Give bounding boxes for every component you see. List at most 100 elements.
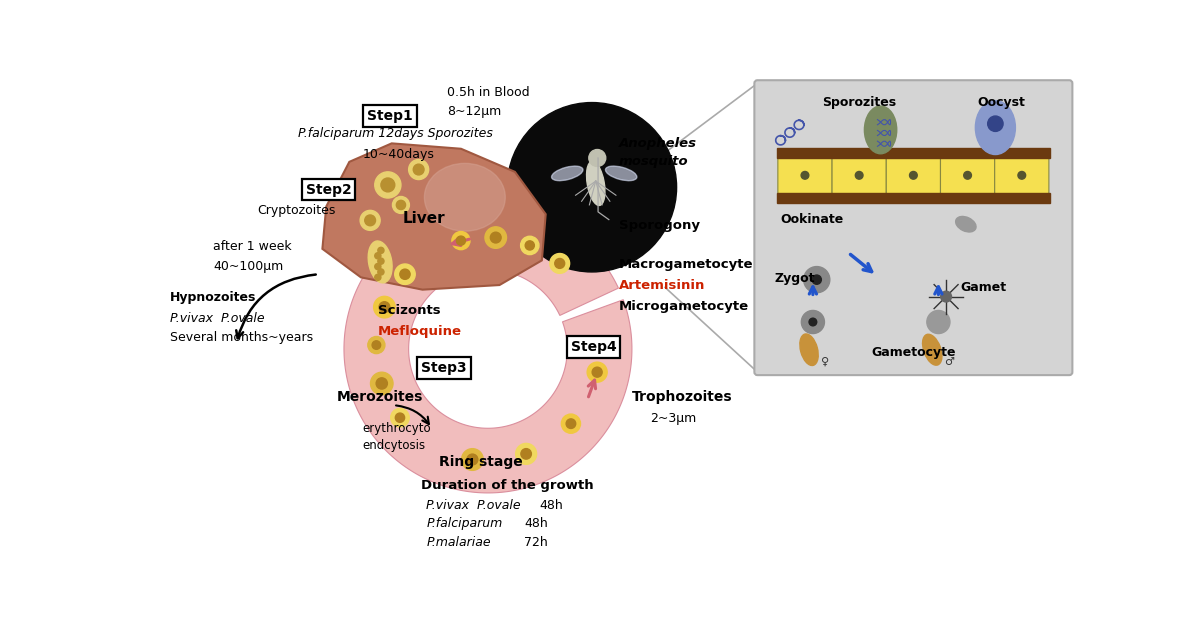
Circle shape: [941, 291, 952, 302]
Circle shape: [392, 197, 409, 214]
Circle shape: [554, 258, 565, 268]
Circle shape: [374, 253, 380, 259]
Text: 72h: 72h: [524, 536, 548, 549]
Text: 48h: 48h: [540, 499, 563, 512]
Text: Liver: Liver: [403, 210, 445, 226]
Circle shape: [812, 275, 821, 284]
Text: Microgametocyte: Microgametocyte: [619, 300, 749, 313]
Text: Step3: Step3: [421, 361, 467, 375]
Circle shape: [395, 413, 404, 422]
FancyBboxPatch shape: [887, 157, 941, 194]
Circle shape: [365, 215, 376, 226]
Circle shape: [802, 311, 824, 333]
Circle shape: [360, 210, 380, 231]
Ellipse shape: [606, 166, 637, 181]
FancyArrowPatch shape: [396, 406, 428, 424]
Ellipse shape: [368, 241, 392, 283]
Circle shape: [526, 241, 534, 250]
FancyBboxPatch shape: [832, 157, 887, 194]
Circle shape: [926, 311, 950, 333]
Circle shape: [988, 116, 1003, 132]
Ellipse shape: [587, 161, 605, 205]
Circle shape: [452, 232, 470, 249]
Circle shape: [589, 149, 606, 166]
Circle shape: [368, 336, 385, 353]
FancyBboxPatch shape: [941, 157, 995, 194]
Circle shape: [508, 103, 677, 272]
Text: ♂: ♂: [944, 357, 954, 367]
Circle shape: [809, 318, 817, 326]
Circle shape: [378, 269, 384, 275]
Circle shape: [462, 449, 484, 471]
Circle shape: [467, 454, 478, 465]
Ellipse shape: [976, 101, 1015, 154]
Circle shape: [396, 200, 406, 210]
Text: Anopheles: Anopheles: [619, 137, 697, 150]
FancyArrowPatch shape: [236, 275, 316, 338]
Circle shape: [371, 372, 394, 395]
Circle shape: [413, 164, 424, 175]
Circle shape: [566, 419, 576, 428]
Text: 2~3μm: 2~3μm: [649, 412, 696, 425]
Circle shape: [372, 341, 380, 349]
Text: 0.5h in Blood: 0.5h in Blood: [448, 86, 529, 99]
Circle shape: [391, 408, 409, 427]
FancyBboxPatch shape: [995, 157, 1049, 194]
Circle shape: [592, 367, 602, 377]
Text: erythrocyto: erythrocyto: [362, 421, 431, 435]
Text: Artemisinin: Artemisinin: [619, 278, 706, 292]
FancyBboxPatch shape: [778, 157, 832, 194]
Text: mosquito: mosquito: [619, 156, 689, 168]
Circle shape: [562, 414, 581, 433]
Circle shape: [456, 236, 466, 245]
Polygon shape: [344, 205, 632, 493]
Circle shape: [964, 171, 972, 179]
Text: endcytosis: endcytosis: [362, 438, 426, 452]
Circle shape: [400, 269, 410, 279]
Circle shape: [380, 178, 395, 192]
Text: Trophozoites: Trophozoites: [632, 391, 732, 404]
Text: Cryptozoites: Cryptozoites: [257, 204, 335, 217]
Circle shape: [485, 227, 506, 248]
Circle shape: [802, 171, 809, 179]
Text: ♀: ♀: [821, 357, 829, 367]
Text: 10~40days: 10~40days: [362, 147, 434, 161]
Text: 40~100μm: 40~100μm: [214, 260, 283, 273]
Polygon shape: [323, 144, 546, 290]
Circle shape: [374, 263, 380, 270]
Bar: [776, 148, 1050, 158]
Text: Zygot: Zygot: [774, 272, 815, 285]
Text: 8~12μm: 8~12μm: [448, 105, 502, 118]
Circle shape: [409, 159, 428, 180]
Ellipse shape: [800, 334, 818, 365]
Text: Mefloquine: Mefloquine: [378, 324, 462, 338]
Ellipse shape: [923, 335, 942, 365]
Circle shape: [395, 264, 415, 285]
Text: Ring stage: Ring stage: [439, 455, 523, 469]
Ellipse shape: [864, 106, 896, 154]
Text: Merozoites: Merozoites: [336, 391, 422, 404]
Text: Ookinate: Ookinate: [780, 213, 844, 226]
Text: Hypnozoites: Hypnozoites: [170, 291, 257, 304]
Circle shape: [378, 248, 384, 253]
Circle shape: [521, 236, 539, 255]
Text: Sporozites: Sporozites: [822, 96, 895, 109]
Text: 48h: 48h: [524, 517, 548, 530]
Circle shape: [491, 232, 502, 243]
Text: Macrogametocyte: Macrogametocyte: [619, 258, 754, 271]
Circle shape: [516, 444, 536, 464]
Text: Sporogony: Sporogony: [619, 219, 700, 232]
Circle shape: [550, 253, 570, 273]
Text: Step2: Step2: [306, 183, 352, 197]
FancyBboxPatch shape: [755, 80, 1073, 375]
Text: P.vivax  P.ovale: P.vivax P.ovale: [170, 312, 264, 324]
Text: Step1: Step1: [367, 108, 413, 123]
Ellipse shape: [955, 217, 976, 232]
Text: Gamet: Gamet: [960, 281, 1006, 294]
Text: Step4: Step4: [570, 340, 617, 353]
Circle shape: [910, 171, 917, 179]
Circle shape: [374, 172, 401, 198]
Text: P.falciparum 12days Sporozites: P.falciparum 12days Sporozites: [298, 127, 493, 140]
Text: Several months~years: Several months~years: [170, 331, 313, 344]
Text: Gametocyte: Gametocyte: [871, 346, 955, 359]
